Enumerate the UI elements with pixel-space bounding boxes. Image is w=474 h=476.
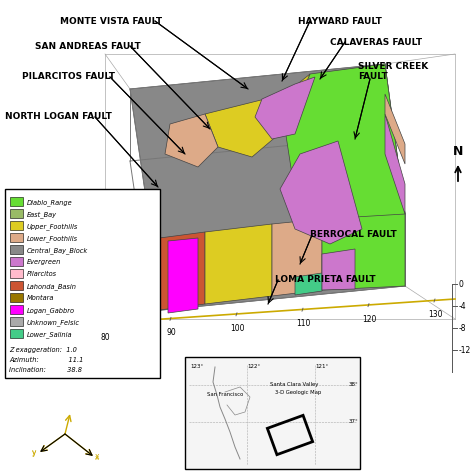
Bar: [10, 234, 23, 242]
Text: Z exaggeration:  1.0: Z exaggeration: 1.0: [9, 346, 77, 352]
Text: NORTH LOGAN FAULT: NORTH LOGAN FAULT: [5, 112, 112, 121]
Text: 3-D Geologic Map: 3-D Geologic Map: [275, 389, 321, 394]
Text: Upper_Foothills: Upper_Foothills: [27, 223, 78, 229]
Text: -12: -12: [459, 346, 471, 355]
Bar: [10, 329, 23, 338]
Text: Diablo_Range: Diablo_Range: [27, 198, 73, 206]
Bar: [10, 246, 23, 255]
Text: Inclination:          38.8: Inclination: 38.8: [9, 366, 82, 372]
Polygon shape: [295, 273, 322, 296]
Text: LOMA PRIETA FAULT: LOMA PRIETA FAULT: [275, 275, 375, 283]
Text: y: y: [32, 449, 36, 455]
Bar: [10, 306, 23, 314]
Text: SILVER CREEK
FAULT: SILVER CREEK FAULT: [358, 62, 428, 81]
Polygon shape: [152, 232, 205, 311]
Polygon shape: [130, 65, 405, 239]
Text: -8: -8: [459, 324, 466, 333]
Bar: [10, 293, 23, 302]
Polygon shape: [385, 95, 405, 165]
Bar: [10, 209, 23, 218]
Text: SAN ANDREAS FAULT: SAN ANDREAS FAULT: [35, 42, 141, 51]
Polygon shape: [168, 238, 198, 313]
Polygon shape: [322, 249, 355, 290]
Bar: [10, 269, 23, 278]
Text: 121°: 121°: [315, 363, 328, 368]
Text: MONTE VISTA FAULT: MONTE VISTA FAULT: [60, 17, 162, 26]
Bar: [10, 258, 23, 267]
Polygon shape: [280, 142, 362, 245]
Text: Azimuth:              11.1: Azimuth: 11.1: [9, 356, 83, 362]
Text: HAYWARD FAULT: HAYWARD FAULT: [298, 17, 382, 26]
Polygon shape: [385, 115, 405, 215]
Text: Unknown_Felsic: Unknown_Felsic: [27, 318, 80, 325]
Text: 90: 90: [166, 327, 176, 337]
Text: Lower_Foothills: Lower_Foothills: [27, 235, 78, 241]
Text: Lahonda_Basin: Lahonda_Basin: [27, 283, 77, 289]
Text: x: x: [95, 454, 99, 460]
Text: N: N: [453, 145, 463, 158]
Text: 80: 80: [100, 332, 110, 341]
Text: Montara: Montara: [27, 295, 55, 301]
Text: 120: 120: [362, 314, 376, 323]
Text: x: x: [95, 451, 100, 460]
Text: East_Bay: East_Bay: [27, 210, 57, 218]
Text: y: y: [32, 447, 36, 456]
Polygon shape: [255, 78, 315, 140]
Polygon shape: [165, 115, 218, 168]
Bar: [10, 221, 23, 230]
Text: 100: 100: [230, 323, 244, 332]
Polygon shape: [385, 65, 405, 287]
Text: Central_Bay_Block: Central_Bay_Block: [27, 247, 88, 253]
Bar: [10, 281, 23, 290]
Polygon shape: [152, 215, 405, 311]
Text: 38°: 38°: [348, 381, 358, 386]
Polygon shape: [205, 225, 272, 304]
Text: 122°: 122°: [247, 363, 260, 368]
Text: 110: 110: [296, 318, 310, 327]
Polygon shape: [322, 215, 405, 290]
Text: 130: 130: [428, 309, 442, 318]
Text: -4: -4: [459, 302, 466, 311]
Bar: [185, 357, 360, 469]
Bar: [10, 198, 23, 207]
Text: Pilarcitos: Pilarcitos: [27, 271, 57, 277]
Polygon shape: [285, 65, 405, 229]
Polygon shape: [205, 75, 310, 158]
Text: BERROCAL FAULT: BERROCAL FAULT: [310, 229, 397, 238]
Bar: [5, 189, 160, 378]
Text: 123°: 123°: [190, 363, 203, 368]
Text: PILARCITOS FAULT: PILARCITOS FAULT: [22, 72, 115, 81]
Text: 37°: 37°: [348, 418, 358, 423]
Text: Santa Clara Valley: Santa Clara Valley: [270, 381, 319, 386]
Polygon shape: [272, 219, 322, 297]
Text: CALAVERAS FAULT: CALAVERAS FAULT: [330, 38, 422, 47]
Bar: [10, 317, 23, 327]
Text: Evergreen: Evergreen: [27, 259, 61, 265]
Text: Logan_Gabbro: Logan_Gabbro: [27, 307, 75, 313]
Text: 0: 0: [459, 280, 464, 289]
Text: Lower_Salinia: Lower_Salinia: [27, 330, 73, 337]
Text: San Francisco: San Francisco: [207, 391, 243, 396]
